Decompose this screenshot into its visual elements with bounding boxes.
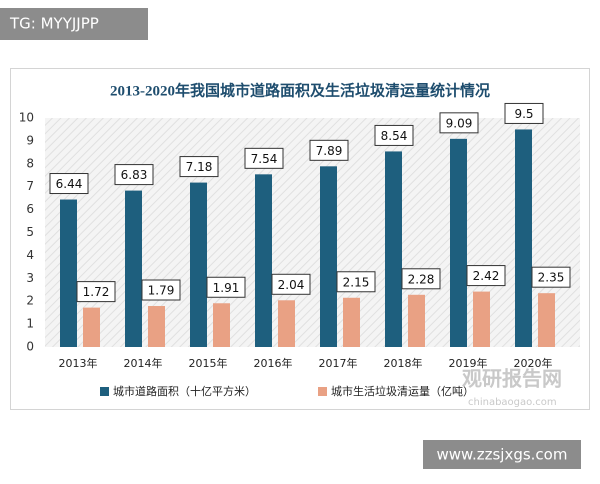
bar xyxy=(60,199,77,347)
y-tick-label: 2 xyxy=(26,294,34,308)
x-tick-label: 2015年 xyxy=(189,356,228,370)
y-tick-label: 8 xyxy=(26,156,34,170)
x-tick-label: 2018年 xyxy=(384,356,423,370)
site: www.zzsjxgs.com xyxy=(437,446,568,464)
y-tick-label: 7 xyxy=(26,179,34,193)
bar xyxy=(385,151,402,347)
logo-url: chinabaogao.com xyxy=(468,397,557,408)
value-label-box xyxy=(504,102,544,124)
y-tick-label: 1 xyxy=(26,317,34,331)
value-label: 2.15 xyxy=(343,275,370,289)
bar xyxy=(83,307,100,347)
legend-label: 城市道路面积（十亿平方米） xyxy=(113,384,256,398)
bar xyxy=(538,293,555,347)
value-label-box xyxy=(141,279,181,301)
bar xyxy=(255,174,272,347)
value-label: 6.44 xyxy=(56,177,83,191)
value-label-box xyxy=(466,265,506,287)
value-label: 8.54 xyxy=(381,129,408,143)
value-label-box xyxy=(244,147,284,169)
bar xyxy=(190,182,207,347)
bar xyxy=(320,166,337,347)
bar xyxy=(408,294,425,347)
value-label-box xyxy=(179,156,219,178)
x-tick-label: 2013年 xyxy=(59,356,98,370)
x-tick-label: 2014年 xyxy=(124,356,163,370)
chart-title: 2013-2020年我国城市道路面积及生活垃圾清运量统计情况 xyxy=(110,81,490,99)
x-tick-label: 2019年 xyxy=(449,356,488,370)
bar xyxy=(515,129,532,347)
value-label: 9.5 xyxy=(514,107,533,121)
tag-box xyxy=(0,8,148,40)
value-label: 1.91 xyxy=(213,281,240,295)
value-label: 1.79 xyxy=(148,284,175,298)
logo-name: 观研报告网 xyxy=(462,367,562,391)
legend-label: 城市生活垃圾清运量（亿吨） xyxy=(331,384,474,398)
value-label: 1.72 xyxy=(83,285,110,299)
value-label: 7.18 xyxy=(186,160,213,174)
chart: 0 1 2 3 4 5 6 7 8 9 10 2013年 6.44 1.72 2014年 6.83 1.79 20… xyxy=(19,102,571,398)
value-label: 7.54 xyxy=(251,152,278,166)
value-label: 2.35 xyxy=(538,271,565,285)
x-tick-label: 2017年 xyxy=(319,356,358,370)
bar xyxy=(213,303,230,347)
bar xyxy=(343,297,360,347)
y-tick-label: 5 xyxy=(26,225,34,239)
value-label-box xyxy=(531,266,571,288)
y-tick-label: 10 xyxy=(19,111,34,125)
bar xyxy=(473,291,490,347)
site-box xyxy=(423,440,581,469)
y-tick-label: 6 xyxy=(26,202,34,216)
x-tick-label: 2016年 xyxy=(254,356,293,370)
value-label: 2.42 xyxy=(473,269,500,283)
value-label-box xyxy=(206,276,246,298)
tag: TG: MYYJJPP xyxy=(9,15,99,33)
y-tick-label: 9 xyxy=(26,133,34,147)
value-label: 2.04 xyxy=(278,278,305,292)
value-label-box xyxy=(439,112,479,134)
x-tick-label: 2020年 xyxy=(514,356,553,370)
bar xyxy=(148,306,165,347)
bar xyxy=(125,190,142,347)
bar xyxy=(278,300,295,347)
value-label-box xyxy=(49,173,89,195)
legend-swatch xyxy=(100,387,109,396)
value-label-box xyxy=(309,139,349,161)
value-label-box xyxy=(401,268,441,290)
y-tick-label: 4 xyxy=(26,248,34,262)
value-label-box xyxy=(76,281,116,303)
y-tick-label: 0 xyxy=(26,340,34,354)
y-tick-label: 3 xyxy=(26,271,34,285)
value-label: 9.09 xyxy=(446,116,473,130)
legend-swatch xyxy=(318,387,327,396)
value-label-box xyxy=(271,273,311,295)
value-label-box xyxy=(336,271,376,293)
value-label: 6.83 xyxy=(121,168,148,182)
value-label-box xyxy=(374,124,414,146)
value-label-box xyxy=(114,164,154,186)
bar xyxy=(450,138,467,347)
value-label: 2.28 xyxy=(408,272,435,286)
value-label: 7.89 xyxy=(316,144,343,158)
